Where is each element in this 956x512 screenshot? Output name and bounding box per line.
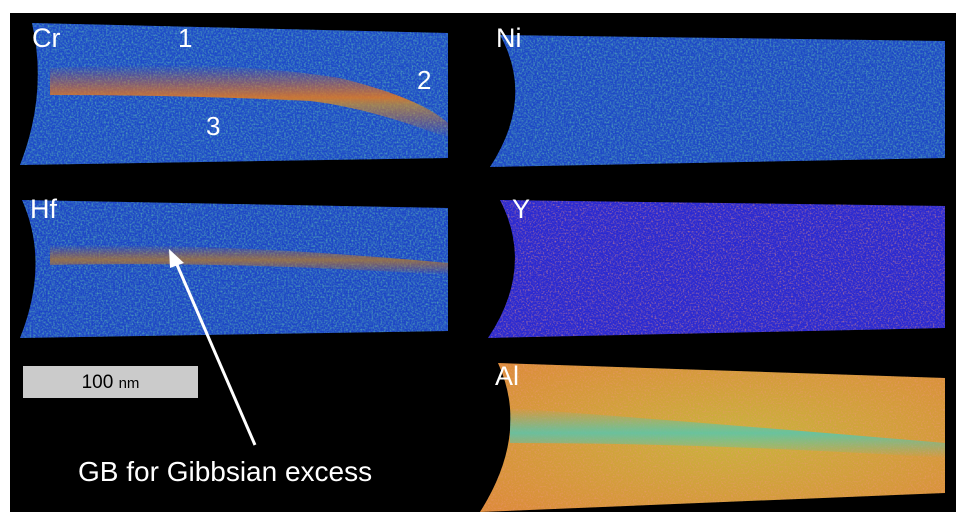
marker-1: 1 xyxy=(178,23,193,53)
gb-arrow xyxy=(169,249,257,446)
element-maps xyxy=(20,23,945,512)
scale-bar: 100 nm xyxy=(23,366,198,398)
hf-label: Hf xyxy=(30,194,57,224)
y-label: Y xyxy=(512,194,531,224)
ni-map xyxy=(490,35,945,167)
scale-bar-text: 100 nm xyxy=(23,373,198,392)
figure-frame: Cr Ni Hf Y Al 1 2 3 100 nm GB for Gibbsi… xyxy=(10,13,956,512)
scale-bar-unit: nm xyxy=(118,375,140,392)
al-map xyxy=(480,363,945,512)
y-map xyxy=(488,200,945,338)
hf-map xyxy=(20,200,448,338)
marker-2: 2 xyxy=(417,65,432,95)
cr-label: Cr xyxy=(32,23,61,53)
cr-map xyxy=(20,23,448,165)
marker-3: 3 xyxy=(206,111,221,141)
al-label: Al xyxy=(495,361,520,391)
gb-annotation: GB for Gibbsian excess xyxy=(78,456,373,487)
scale-bar-value: 100 xyxy=(81,372,114,393)
ni-label: Ni xyxy=(496,23,522,53)
